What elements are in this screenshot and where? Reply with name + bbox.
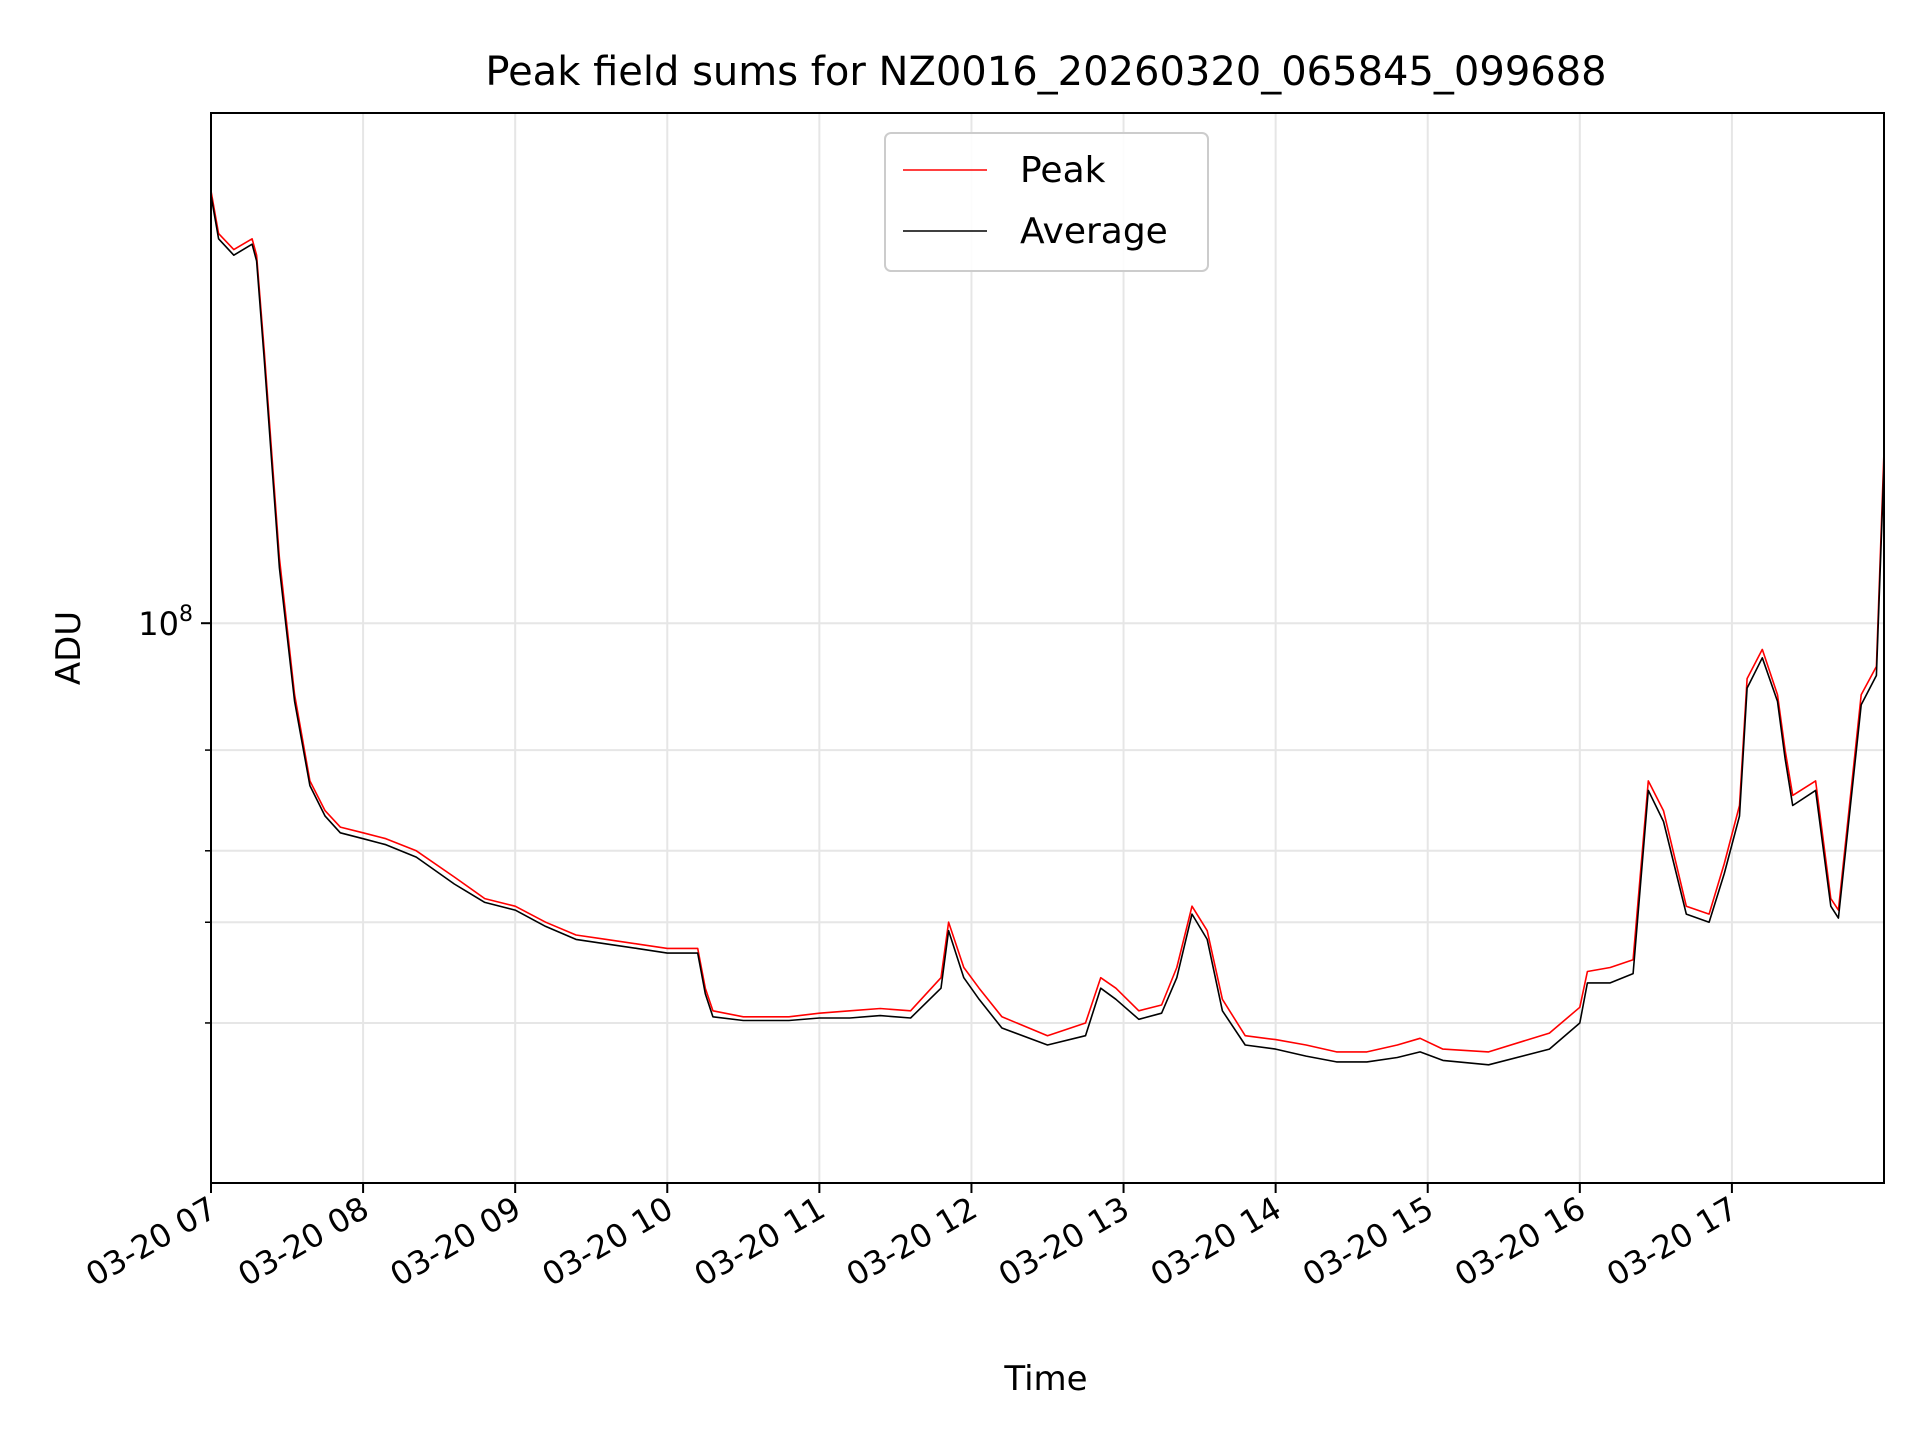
legend-label-peak: Peak — [1020, 150, 1106, 191]
y-tick-label-exponent: 8 — [179, 602, 193, 627]
y-tick-label: 108 — [138, 602, 193, 643]
series-line-average — [210, 195, 1885, 1066]
legend-label-average: Average — [1020, 211, 1168, 252]
legend: Peak Average — [884, 132, 1209, 272]
series-group — [210, 190, 1885, 1066]
chart-title: Peak field sums for NZ0016_20260320_0658… — [485, 49, 1606, 95]
x-axis-label: Time — [1003, 1359, 1087, 1399]
legend-box — [884, 132, 1209, 272]
plot-frame — [210, 112, 1885, 1184]
y-axis-ticks: 108 — [138, 602, 211, 1024]
grid — [210, 113, 1884, 1183]
series-line-peak — [210, 190, 1885, 1053]
y-axis-label: ADU — [49, 611, 89, 685]
y-tick-label-base: 10 — [138, 605, 179, 643]
